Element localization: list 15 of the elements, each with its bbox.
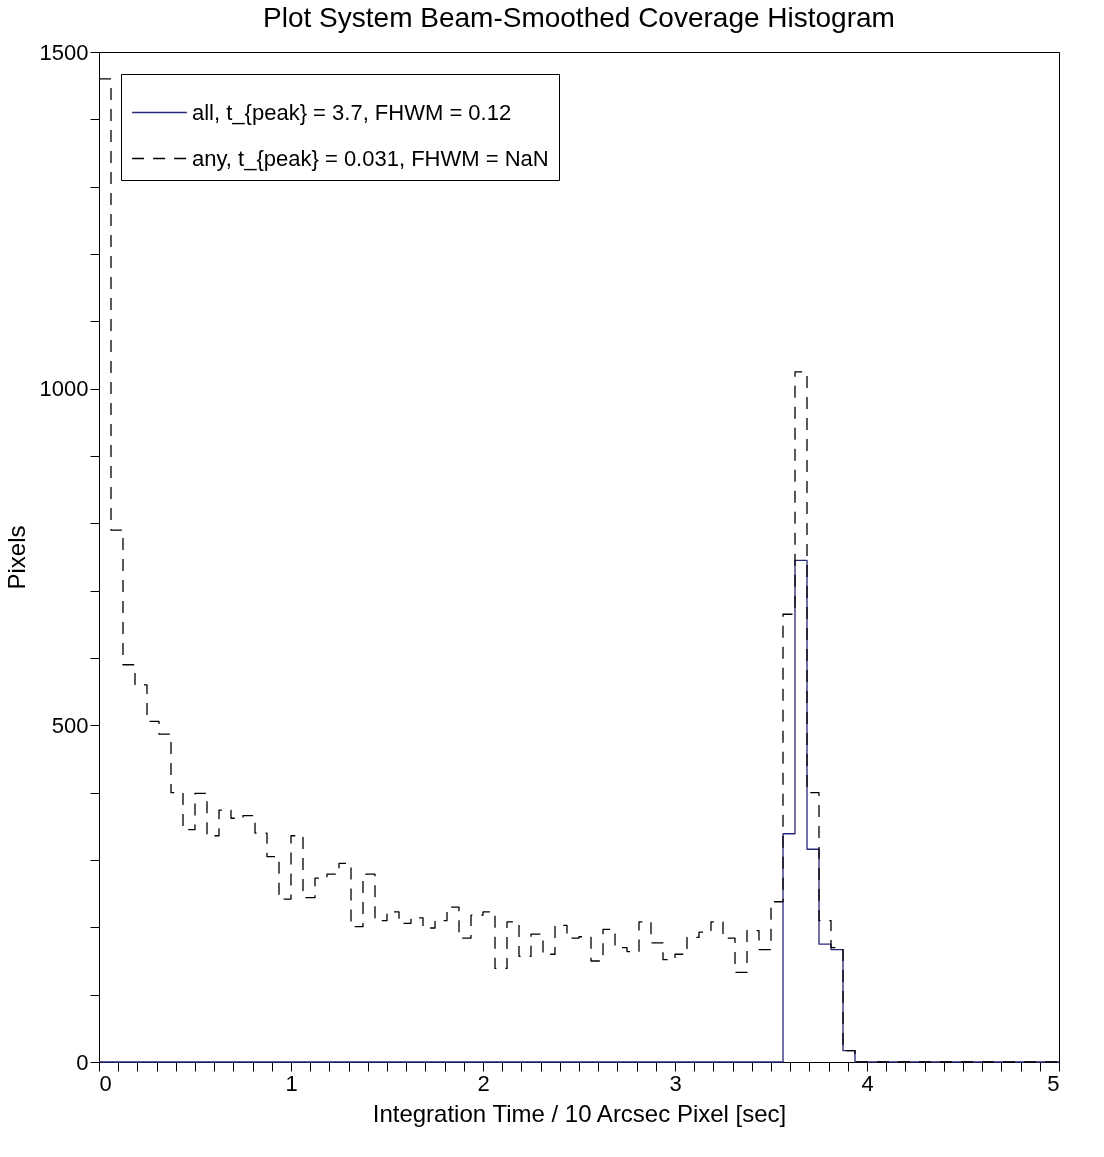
y-tick-label: 1500	[39, 39, 89, 65]
x-axis-title: Integration Time / 10 Arcsec Pixel [sec]	[372, 1099, 787, 1127]
x-tick-label: 1	[285, 1070, 298, 1096]
legend-label: any, t_{peak} = 0.031, FHWM = NaN	[192, 145, 549, 171]
x-tick-label: 3	[669, 1070, 682, 1096]
y-axis-title: Pixels	[2, 525, 30, 590]
y-tick-label: 1000	[39, 376, 89, 402]
y-tick-label: 0	[76, 1049, 89, 1075]
x-tick-label: 4	[861, 1070, 874, 1096]
x-tick-label: 2	[477, 1070, 490, 1096]
chart-title: Plot System Beam-Smoothed Coverage Histogram	[263, 2, 895, 33]
x-tick-label: 5	[1047, 1070, 1060, 1096]
y-tick-label: 500	[51, 712, 89, 738]
legend-label: all, t_{peak} = 3.7, FHWM = 0.12	[192, 99, 512, 125]
x-tick-label: 0	[99, 1070, 112, 1096]
